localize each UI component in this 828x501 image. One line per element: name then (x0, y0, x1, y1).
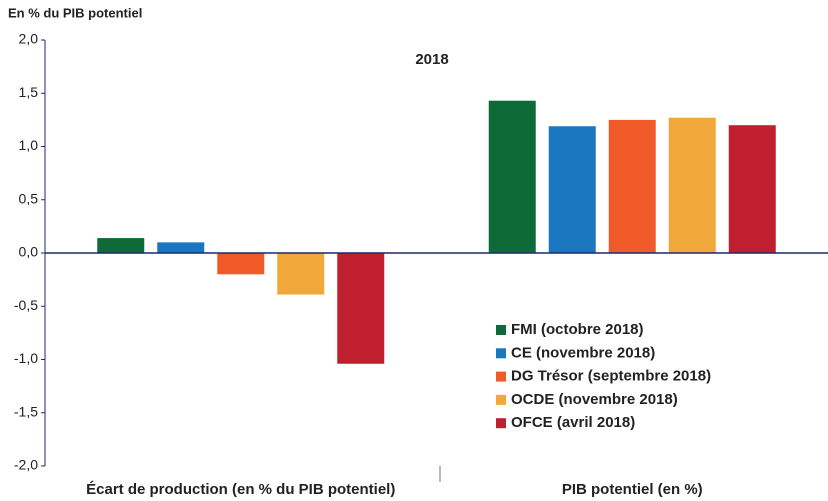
y-tick-label: 1,5 (19, 84, 39, 100)
bar (277, 253, 325, 295)
bar (548, 126, 596, 253)
legend-label: DG Trésor (septembre 2018) (511, 368, 711, 385)
x-tick-label: Écart de production (en % du PIB potenti… (86, 481, 395, 498)
legend-swatch (496, 418, 506, 429)
legend-swatch (496, 348, 506, 359)
bar (217, 253, 265, 275)
legend-swatch (496, 371, 506, 382)
y-tick-label: -1,5 (14, 403, 38, 419)
chart-title: 2018 (415, 51, 448, 68)
legend-label: OCDE (novembre 2018) (511, 391, 678, 408)
legend-label: CE (novembre 2018) (511, 344, 655, 361)
legend-swatch (496, 394, 506, 405)
bar (157, 242, 205, 253)
y-tick-label: -2,0 (14, 457, 38, 473)
y-tick-label: -0,5 (14, 297, 38, 313)
legend-label: FMI (octobre 2018) (511, 321, 644, 338)
bar (728, 125, 776, 253)
legend-swatch (496, 325, 506, 335)
y-axis-label: En % du PIB potentiel (8, 5, 142, 20)
y-tick-label: 0,0 (19, 244, 39, 260)
x-tick-label: PIB potentiel (en %) (562, 481, 703, 498)
y-tick-label: 1,0 (19, 137, 39, 153)
bar (97, 238, 145, 253)
bar (608, 119, 656, 253)
bar (337, 253, 385, 364)
bar (488, 100, 536, 253)
y-tick-label: 0,5 (19, 190, 39, 206)
y-tick-label: -1,0 (14, 350, 38, 366)
legend-label: OFCE (avril 2018) (511, 414, 635, 431)
bar (668, 117, 716, 254)
y-tick-label: 2,0 (19, 31, 39, 47)
